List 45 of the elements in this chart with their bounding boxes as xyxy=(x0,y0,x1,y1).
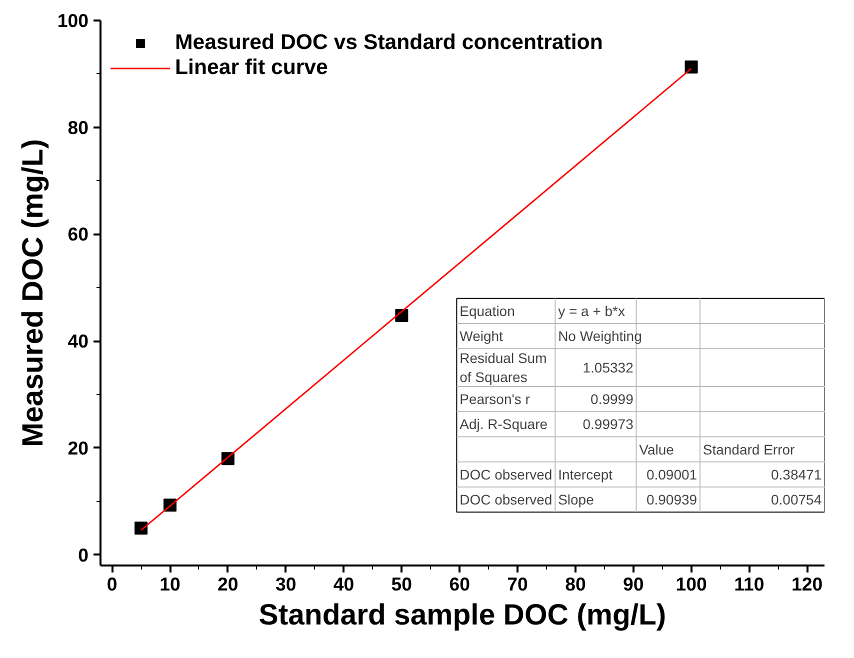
x-tick-label: 10 xyxy=(160,574,180,594)
x-tick-label: 50 xyxy=(391,574,412,594)
point xyxy=(684,60,698,74)
annotation: Slope xyxy=(558,492,594,508)
annotation: 0.99973 xyxy=(582,416,634,432)
x-tick-label: 100 xyxy=(676,574,707,594)
x-axis-title: Standard sample DOC (mg/L) xyxy=(258,598,666,632)
y-tick-label: 60 xyxy=(68,224,89,245)
y-tick-label: 20 xyxy=(68,437,89,458)
x-tick-label: 120 xyxy=(792,574,823,594)
annotation: 0.09001 xyxy=(646,466,698,482)
annotation: Standard Error xyxy=(702,441,796,458)
annotation: Adj. R-Square xyxy=(460,416,548,432)
annotation: Residual Sum of Squares xyxy=(460,350,547,386)
point xyxy=(134,522,148,535)
annotation: Weight xyxy=(460,328,504,344)
annotation: 0.90939 xyxy=(646,492,698,508)
annotation: Equation xyxy=(460,302,515,319)
annotation: DOC observed xyxy=(460,492,552,508)
annotation: 0.00754 xyxy=(771,492,822,508)
x-tick-label: 80 xyxy=(565,574,586,594)
annotation: 0.9999 xyxy=(590,391,634,408)
annotation: y = a + b*x xyxy=(558,302,626,319)
x-tick-label: 40 xyxy=(333,574,354,594)
y-axis-title: Measured DOC (mg/L) xyxy=(16,139,50,447)
x-tick-label: 70 xyxy=(507,574,528,594)
annotation: Intercept xyxy=(558,466,613,482)
x-tick-label: 20 xyxy=(218,574,238,594)
x-tick-label: 110 xyxy=(734,574,764,594)
annotation: No Weighting xyxy=(558,328,642,344)
x-tick-label: 0 xyxy=(106,574,118,594)
x-tick-label: 30 xyxy=(275,574,296,594)
y-tick-label: 100 xyxy=(57,10,89,31)
legend-label: Linear fit curve xyxy=(175,55,328,80)
y-tick-label: 80 xyxy=(68,116,89,138)
legend-label: Measured DOC vs Standard concentration xyxy=(175,30,603,55)
x-tick-label: 90 xyxy=(622,574,644,594)
annotation: 1.05332 xyxy=(582,360,634,376)
annotation: 0.38471 xyxy=(771,466,822,482)
x-tick-label: 60 xyxy=(449,574,470,594)
annotation: DOC observed xyxy=(460,466,552,482)
y-tick-label: 0 xyxy=(78,544,89,566)
annotation: Pearson's r xyxy=(460,391,530,408)
y-tick-label: 40 xyxy=(68,330,89,352)
annotation: Value xyxy=(639,441,674,458)
